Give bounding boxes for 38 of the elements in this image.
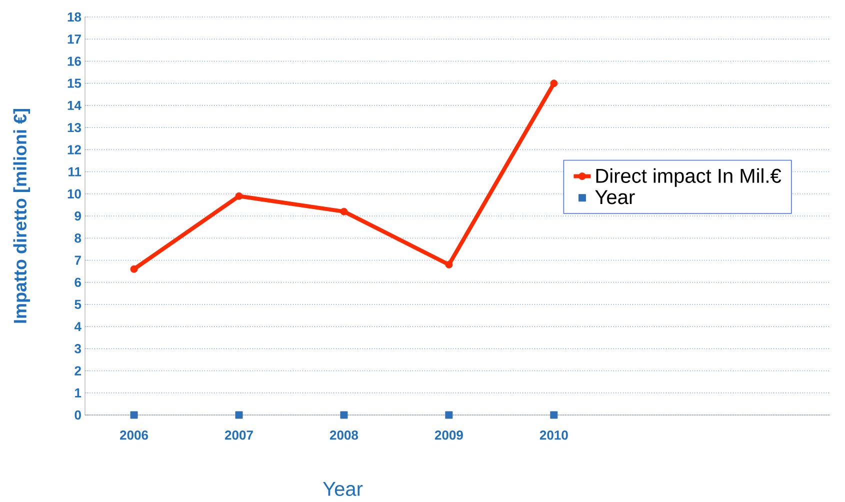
x-tick-label: 2006 xyxy=(120,430,148,440)
y-tick-label: 2 xyxy=(74,366,81,376)
y-tick-label: 18 xyxy=(68,12,82,22)
y-tick-label: 16 xyxy=(68,56,82,66)
point xyxy=(445,411,453,419)
legend-label: Direct impact In Mil.€ xyxy=(596,168,782,187)
y-tick-label: 1 xyxy=(75,388,82,398)
point xyxy=(445,260,453,268)
point xyxy=(550,80,558,88)
y-tick-label: 9 xyxy=(74,211,81,221)
y-tick-label: 7 xyxy=(74,256,81,265)
y-tick-label: 8 xyxy=(74,234,82,243)
y-tick-label: 0 xyxy=(74,410,81,420)
legend-label: Year xyxy=(595,190,635,204)
x-tick-label: 2008 xyxy=(330,430,358,440)
point xyxy=(130,265,138,273)
point xyxy=(340,411,348,419)
y-tick-label: 4 xyxy=(74,322,82,332)
y-tick-label: 12 xyxy=(68,145,81,154)
x-tick-label: 2009 xyxy=(434,430,463,440)
y-tick-label: 3 xyxy=(74,344,82,354)
x-tick-label: 2010 xyxy=(540,430,568,440)
y-tick-label: 17 xyxy=(68,34,81,44)
point xyxy=(235,192,243,200)
point xyxy=(235,411,243,419)
y-tick-label: 14 xyxy=(68,100,82,110)
y-tick-label: 13 xyxy=(68,122,82,132)
y-tick-label: 11 xyxy=(68,167,82,176)
y-axis-title: Impatto diretto [milioni €] xyxy=(13,109,30,323)
point xyxy=(130,411,138,419)
x-tick-label: 2007 xyxy=(224,430,253,440)
point xyxy=(550,411,558,419)
x-axis-title: Year xyxy=(323,482,363,496)
point xyxy=(340,208,348,216)
y-tick-label: 5 xyxy=(74,300,82,309)
y-tick-label: 10 xyxy=(68,189,81,198)
y-tick-label: 6 xyxy=(74,278,82,287)
y-tick-label: 15 xyxy=(68,78,82,88)
